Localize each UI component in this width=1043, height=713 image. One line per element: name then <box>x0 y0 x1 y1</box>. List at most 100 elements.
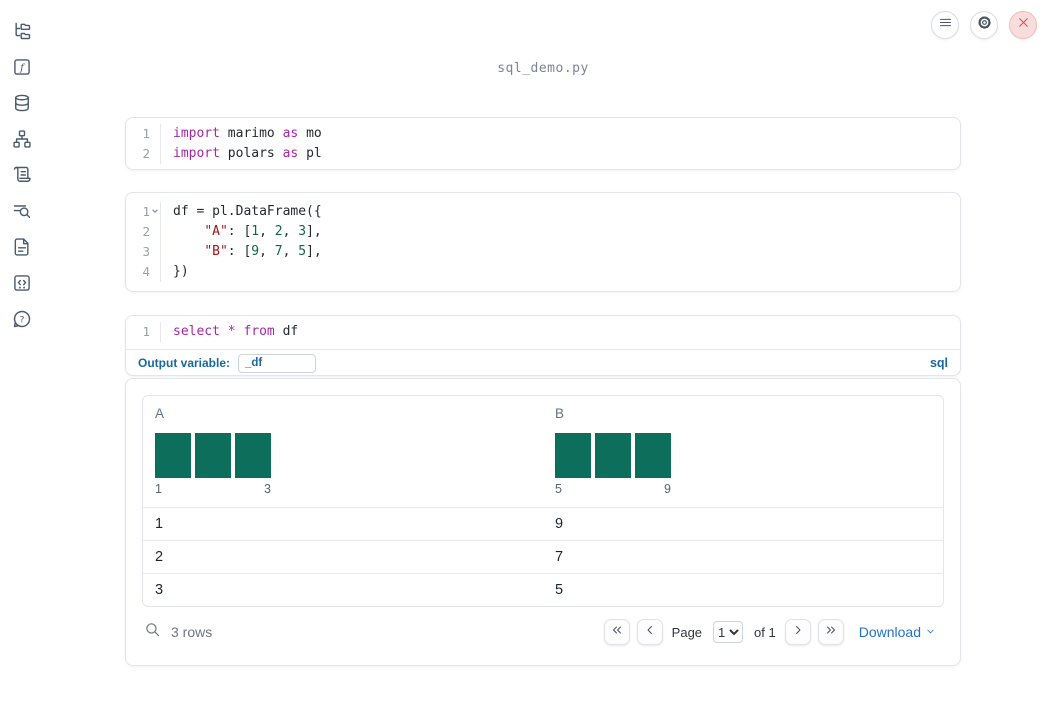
fold-slot <box>150 144 160 164</box>
histogram-bar <box>235 433 271 478</box>
sidebar-item-file-tree[interactable] <box>0 15 44 51</box>
code-cell-imports[interactable]: 1 import marimo as mo 2 import polars as… <box>125 117 961 170</box>
cell-value: 3 <box>155 582 164 598</box>
table-footer: 3 rows Page 1 of 1 Download <box>142 607 944 657</box>
code-line: 1 select * from df <box>126 322 960 342</box>
code-token: , <box>282 244 299 259</box>
chevrons-right-icon <box>825 623 837 641</box>
code-token: }) <box>173 264 189 279</box>
shutdown-button[interactable] <box>1009 11 1037 39</box>
code-token: , <box>259 244 275 259</box>
chevron-left-icon <box>644 623 656 641</box>
next-page-button[interactable] <box>784 619 811 645</box>
document-icon <box>12 237 32 262</box>
code-token: ], <box>306 224 322 239</box>
previous-page-button[interactable] <box>636 619 663 645</box>
table-output-card: A 1 3 B <box>125 378 961 666</box>
histogram-bar <box>555 433 591 478</box>
download-button[interactable]: Download <box>859 624 936 640</box>
code-line: 1 df = pl.DataFrame({ <box>126 202 960 222</box>
code-text[interactable]: }) <box>160 262 960 282</box>
number-token: 3 <box>298 224 307 239</box>
sidebar-item-datasources[interactable] <box>0 87 44 123</box>
fold-slot <box>150 242 160 262</box>
menu-button[interactable] <box>931 11 959 39</box>
line-number: 2 <box>142 146 150 161</box>
code-token: : [ <box>227 244 252 259</box>
search-toggle[interactable]: 3 rows <box>144 621 212 643</box>
sql-cell[interactable]: 1 select * from df Output variable: sql <box>125 315 961 376</box>
string-token: "B" <box>204 244 228 259</box>
line-number: 4 <box>142 264 150 279</box>
histogram-bars <box>555 433 671 478</box>
sidebar-item-documentation[interactable] <box>0 231 44 267</box>
line-number: 3 <box>142 244 150 259</box>
keyword-token: from <box>243 324 275 339</box>
fold-slot <box>150 222 160 242</box>
close-icon <box>1017 16 1030 34</box>
cell-value: 5 <box>555 582 564 598</box>
download-label: Download <box>858 624 921 640</box>
first-page-button[interactable] <box>603 619 630 645</box>
database-icon <box>12 93 32 118</box>
row-count: 3 rows <box>171 624 213 640</box>
sidebar-item-scratchpad[interactable] <box>0 159 44 195</box>
code-line: 2 "A": [1, 2, 3], <box>126 222 960 242</box>
histogram-max-label: 3 <box>264 482 271 496</box>
code-token: df = pl.DataFrame({ <box>173 204 322 219</box>
histogram-min-label: 5 <box>555 482 562 496</box>
code-token: ], <box>306 244 322 259</box>
keyword-token: import <box>173 126 220 141</box>
keyword-token: select <box>173 324 220 339</box>
help-bubble-icon: ? <box>12 309 32 334</box>
fold-slot <box>150 124 160 144</box>
code-cell-dataframe[interactable]: 1 df = pl.DataFrame({ 2 "A": [1, 2, 3], … <box>125 192 961 292</box>
hamburger-icon <box>938 15 953 35</box>
histogram-bar <box>595 433 631 478</box>
chevron-down-icon <box>151 202 159 222</box>
column-histogram: 5 9 <box>555 433 671 496</box>
number-token: 2 <box>274 224 283 239</box>
language-badge: sql <box>929 356 948 370</box>
code-text[interactable]: select * from df <box>160 322 960 342</box>
table-row[interactable]: 2 7 <box>143 540 943 573</box>
code-text[interactable]: "B": [9, 7, 5], <box>160 242 960 262</box>
code-text[interactable]: import marimo as mo <box>160 124 960 144</box>
sidebar-item-variables[interactable]: f <box>0 51 44 87</box>
code-text[interactable]: df = pl.DataFrame({ <box>160 202 960 222</box>
table-header-col-b[interactable]: B 5 9 <box>543 396 943 507</box>
line-number: 1 <box>142 324 150 339</box>
string-token: "A" <box>204 224 228 239</box>
code-token: df <box>274 324 299 339</box>
topbar-controls <box>931 11 1037 39</box>
table-header-col-a[interactable]: A 1 3 <box>143 396 543 507</box>
page-select[interactable]: 1 <box>713 621 744 643</box>
code-snippet-icon <box>12 273 32 298</box>
column-name: B <box>555 406 565 421</box>
chevron-right-icon <box>792 623 804 641</box>
settings-button[interactable] <box>970 11 998 39</box>
table-header-row: A 1 3 B <box>143 396 943 507</box>
code-text[interactable]: import polars as pl <box>160 144 960 164</box>
sidebar-item-help[interactable]: ? <box>0 303 44 339</box>
fold-toggle[interactable] <box>150 202 160 222</box>
number-token: 7 <box>274 244 283 259</box>
notebook-title[interactable]: sql_demo.py <box>497 61 589 76</box>
data-table: A 1 3 B <box>142 395 944 607</box>
last-page-button[interactable] <box>817 619 844 645</box>
sidebar-item-logs[interactable] <box>0 195 44 231</box>
sidebar-item-snippets[interactable] <box>0 267 44 303</box>
operator-token: * <box>227 324 236 339</box>
output-variable-label: Output variable: <box>138 356 231 370</box>
table-row[interactable]: 1 9 <box>143 507 943 540</box>
cell-value: 2 <box>155 549 164 565</box>
table-row[interactable]: 3 5 <box>143 573 943 606</box>
code-token <box>173 224 204 239</box>
code-text[interactable]: "A": [1, 2, 3], <box>160 222 960 242</box>
sidebar-item-dependency-graph[interactable] <box>0 123 44 159</box>
fold-slot <box>150 322 160 342</box>
sql-cell-footer: Output variable: sql <box>126 349 960 376</box>
sidebar: f <box>0 0 44 713</box>
output-variable-input[interactable] <box>238 353 317 373</box>
list-search-icon <box>12 201 32 226</box>
